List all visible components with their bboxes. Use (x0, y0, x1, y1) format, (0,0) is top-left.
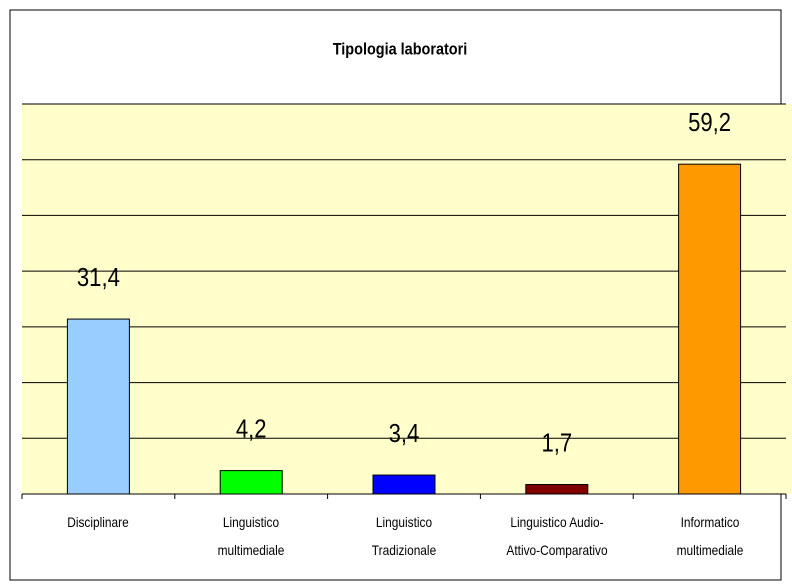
value-label: 59,2 (688, 108, 731, 137)
x-tick-label: Linguistico Tradizionale (371, 514, 437, 558)
value-label: 31,4 (77, 263, 120, 292)
value-label: 3,4 (389, 419, 420, 448)
x-tick-label: Disciplinare (67, 514, 130, 530)
x-tick-label: Linguistico multimediale (217, 514, 285, 558)
x-tick-label: Linguistico Audio- Attivo-Comparativo (506, 514, 608, 558)
bar (678, 163, 742, 495)
value-label: 4,2 (236, 415, 267, 444)
bar (525, 484, 589, 495)
bar (66, 318, 130, 495)
x-tick-label: Informatico multimediale (676, 514, 743, 558)
bar (372, 474, 436, 495)
plot-area (22, 104, 792, 494)
bar (219, 470, 283, 495)
chart-title: Tipologia laboratori (333, 40, 468, 58)
value-label: 1,7 (541, 429, 572, 458)
